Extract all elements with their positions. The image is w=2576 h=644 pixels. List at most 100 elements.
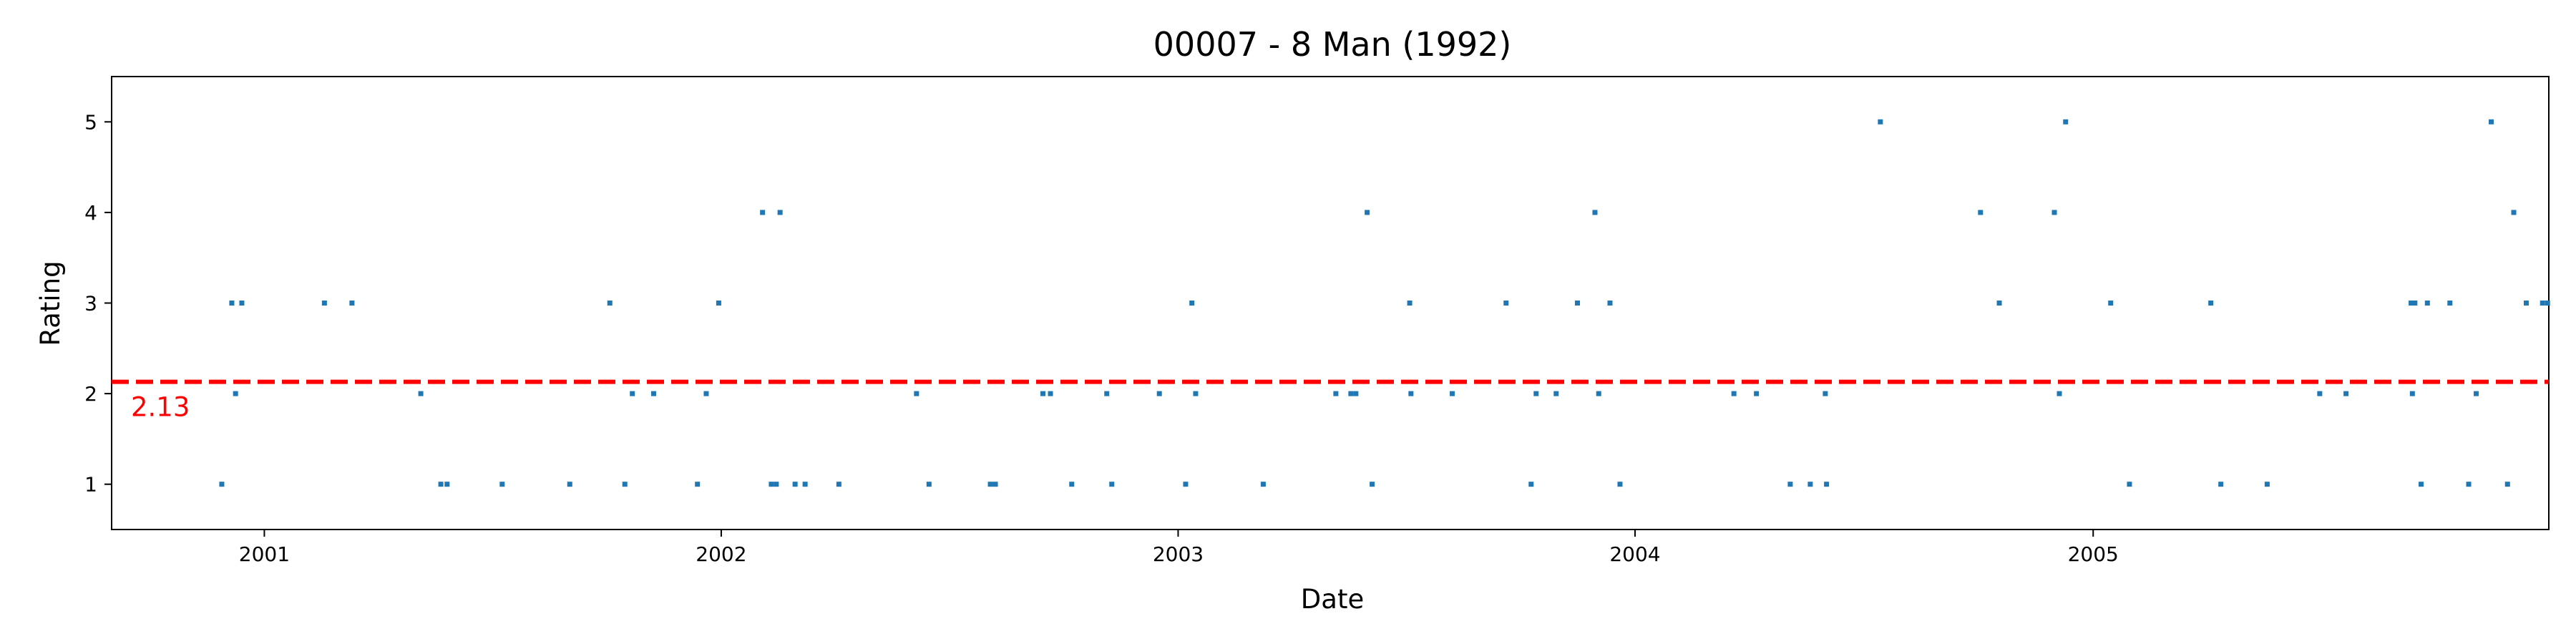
data-point bbox=[987, 482, 993, 487]
data-point bbox=[1069, 482, 1075, 487]
x-axis: 2001 2002 2003 2004 2005 bbox=[239, 530, 2119, 566]
data-point bbox=[1807, 482, 1813, 487]
data-point bbox=[2424, 301, 2430, 306]
y-tick-label: 3 bbox=[84, 292, 97, 316]
data-point bbox=[2474, 391, 2479, 396]
data-point bbox=[1365, 210, 1370, 215]
data-point bbox=[1333, 391, 1339, 396]
data-point bbox=[2051, 210, 2057, 215]
data-point bbox=[2063, 119, 2069, 125]
data-point bbox=[2540, 301, 2545, 306]
data-point bbox=[2127, 482, 2132, 487]
data-point bbox=[1183, 482, 1189, 487]
data-point bbox=[1823, 391, 1828, 396]
data-point bbox=[1040, 391, 1046, 396]
data-point bbox=[2412, 301, 2418, 306]
y-tick-label: 1 bbox=[84, 473, 97, 497]
data-point bbox=[1824, 482, 1830, 487]
data-points bbox=[219, 119, 2550, 487]
data-point bbox=[2466, 482, 2472, 487]
data-point bbox=[1156, 391, 1162, 396]
y-axis-label: Rating bbox=[35, 260, 66, 346]
data-point bbox=[703, 391, 709, 396]
data-point bbox=[1503, 301, 1509, 306]
data-point bbox=[2419, 482, 2424, 487]
data-point bbox=[2208, 301, 2214, 306]
data-point bbox=[695, 482, 701, 487]
y-axis: 1 2 3 4 5 bbox=[84, 110, 112, 497]
data-point bbox=[2057, 391, 2062, 396]
data-point bbox=[2264, 482, 2270, 487]
data-point bbox=[792, 482, 798, 487]
data-point bbox=[2108, 301, 2114, 306]
data-point bbox=[2524, 301, 2529, 306]
data-point bbox=[914, 391, 919, 396]
data-point bbox=[239, 301, 245, 306]
data-point bbox=[650, 391, 656, 396]
y-tick-label: 5 bbox=[84, 110, 97, 134]
data-point bbox=[418, 391, 424, 396]
data-point bbox=[760, 210, 766, 215]
data-point bbox=[926, 482, 932, 487]
data-point bbox=[1878, 119, 1883, 125]
data-point bbox=[630, 391, 635, 396]
y-tick-label: 4 bbox=[84, 201, 97, 225]
data-point bbox=[2504, 482, 2510, 487]
data-point bbox=[1193, 391, 1199, 396]
data-point bbox=[1754, 391, 1760, 396]
data-point bbox=[444, 482, 450, 487]
data-point bbox=[607, 301, 613, 306]
data-point bbox=[2317, 391, 2323, 396]
data-point bbox=[2511, 210, 2517, 215]
data-point bbox=[1408, 391, 1414, 396]
data-point bbox=[774, 482, 779, 487]
data-point bbox=[836, 482, 841, 487]
data-point bbox=[716, 301, 721, 306]
data-point bbox=[802, 482, 808, 487]
data-point bbox=[1553, 391, 1559, 396]
data-point bbox=[769, 482, 774, 487]
x-tick-label: 2005 bbox=[2068, 542, 2119, 566]
data-point bbox=[1450, 391, 1455, 396]
data-point bbox=[567, 482, 572, 487]
data-point bbox=[1596, 391, 1601, 396]
data-point bbox=[1104, 391, 1110, 396]
data-point bbox=[1528, 482, 1534, 487]
data-point bbox=[2343, 391, 2349, 396]
data-point bbox=[1592, 210, 1598, 215]
data-point bbox=[1353, 391, 1359, 396]
data-point bbox=[233, 391, 238, 396]
x-tick-label: 2002 bbox=[696, 542, 746, 566]
data-point bbox=[349, 301, 355, 306]
data-point bbox=[1189, 301, 1195, 306]
data-point bbox=[321, 301, 327, 306]
data-point bbox=[1787, 482, 1793, 487]
data-point bbox=[1607, 301, 1613, 306]
data-point bbox=[229, 301, 235, 306]
data-point bbox=[1978, 210, 1984, 215]
data-point bbox=[1260, 482, 1266, 487]
y-tick-label: 2 bbox=[84, 382, 97, 406]
data-point bbox=[1407, 301, 1413, 306]
data-point bbox=[1370, 482, 1375, 487]
data-point bbox=[1533, 391, 1539, 396]
data-point bbox=[622, 482, 628, 487]
data-point bbox=[219, 482, 225, 487]
data-point bbox=[2409, 391, 2415, 396]
data-point bbox=[1109, 482, 1115, 487]
data-point bbox=[2545, 301, 2550, 306]
data-point bbox=[2218, 482, 2224, 487]
data-point bbox=[1348, 391, 1354, 396]
data-point bbox=[1617, 482, 1623, 487]
data-point bbox=[2409, 301, 2414, 306]
x-tick-label: 2004 bbox=[1609, 542, 1660, 566]
x-tick-label: 2001 bbox=[239, 542, 290, 566]
data-point bbox=[1574, 301, 1580, 306]
chart-title: 00007 - 8 Man (1992) bbox=[1153, 25, 1512, 64]
data-point bbox=[992, 482, 998, 487]
data-point bbox=[777, 210, 783, 215]
data-point bbox=[1048, 391, 1053, 396]
x-tick-label: 2003 bbox=[1153, 542, 1204, 566]
